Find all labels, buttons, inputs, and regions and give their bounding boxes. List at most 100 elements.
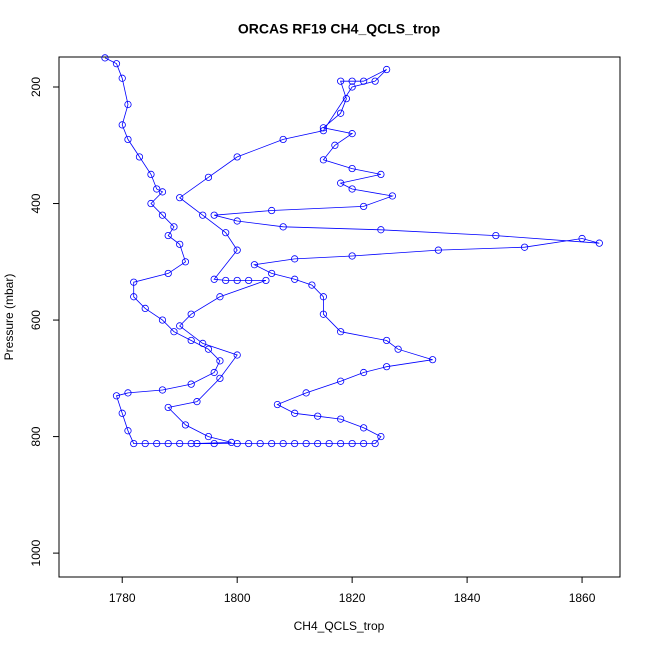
point xyxy=(434,246,442,254)
point xyxy=(216,293,224,301)
y-tick-label: 1000 xyxy=(29,539,43,566)
point xyxy=(187,439,195,448)
point xyxy=(308,281,316,289)
point xyxy=(118,409,126,417)
point xyxy=(164,231,172,240)
point xyxy=(262,276,270,285)
x-tick-label: 1820 xyxy=(339,591,366,605)
point xyxy=(268,206,276,215)
point xyxy=(181,258,190,266)
point xyxy=(331,141,339,149)
point xyxy=(325,439,333,448)
point xyxy=(101,54,109,62)
point xyxy=(112,392,121,400)
point xyxy=(164,439,172,448)
point xyxy=(187,310,195,318)
point xyxy=(233,351,241,359)
point xyxy=(319,293,328,301)
point xyxy=(222,229,230,237)
point xyxy=(118,121,126,129)
point xyxy=(291,439,299,448)
point xyxy=(302,439,310,448)
point xyxy=(291,409,299,417)
chart-title: ORCAS RF19 CH4_QCLS_trop xyxy=(238,21,440,37)
point xyxy=(210,439,218,448)
point xyxy=(176,240,184,248)
point xyxy=(348,439,356,448)
point xyxy=(130,293,138,301)
point xyxy=(187,336,195,345)
point xyxy=(319,124,328,132)
point xyxy=(337,109,345,117)
point xyxy=(158,316,167,324)
point xyxy=(383,336,391,345)
point xyxy=(268,269,276,278)
point xyxy=(170,328,178,336)
point xyxy=(429,356,437,364)
point xyxy=(153,439,161,448)
point xyxy=(158,211,167,219)
point xyxy=(193,398,201,406)
point xyxy=(112,60,121,68)
x-tick-label: 1780 xyxy=(109,591,136,605)
point xyxy=(130,278,138,286)
point xyxy=(319,156,328,164)
point xyxy=(124,389,132,397)
point xyxy=(233,153,241,161)
x-axis-label: CH4_QCLS_trop xyxy=(294,619,385,633)
point xyxy=(279,135,287,144)
point xyxy=(170,223,178,231)
point xyxy=(578,234,586,243)
point xyxy=(135,153,144,161)
x-tick-label: 1840 xyxy=(454,591,481,605)
point xyxy=(124,100,132,109)
point xyxy=(210,275,218,283)
point xyxy=(216,357,224,365)
point xyxy=(153,185,161,193)
y-tick-label: 200 xyxy=(29,77,43,97)
point xyxy=(193,439,201,448)
point xyxy=(199,211,207,219)
point xyxy=(337,77,345,85)
point xyxy=(256,439,264,448)
point xyxy=(360,368,368,377)
point xyxy=(233,217,241,225)
x-tick-label: 1860 xyxy=(569,591,596,605)
point xyxy=(176,194,184,202)
point xyxy=(360,202,368,211)
point xyxy=(337,328,345,336)
point xyxy=(348,185,356,193)
point xyxy=(291,255,299,263)
point xyxy=(348,164,356,173)
point xyxy=(233,439,241,448)
point xyxy=(141,439,149,448)
point xyxy=(348,77,356,85)
point xyxy=(204,173,213,181)
point xyxy=(337,377,345,385)
point xyxy=(279,223,287,231)
point xyxy=(337,415,345,423)
y-tick-label: 800 xyxy=(29,426,43,446)
point xyxy=(302,389,310,397)
point xyxy=(199,339,207,347)
point xyxy=(158,188,167,196)
point xyxy=(273,400,282,409)
point xyxy=(204,432,213,441)
point xyxy=(181,421,190,429)
point xyxy=(216,374,224,382)
point xyxy=(210,368,218,377)
point xyxy=(360,424,368,432)
point xyxy=(314,439,322,448)
point xyxy=(394,345,402,353)
point xyxy=(291,275,299,283)
point xyxy=(210,211,218,219)
point xyxy=(147,170,155,179)
point xyxy=(348,83,356,91)
point xyxy=(245,276,253,285)
point xyxy=(360,439,368,448)
data-line xyxy=(104,57,600,445)
point xyxy=(377,432,385,441)
point xyxy=(268,439,276,448)
